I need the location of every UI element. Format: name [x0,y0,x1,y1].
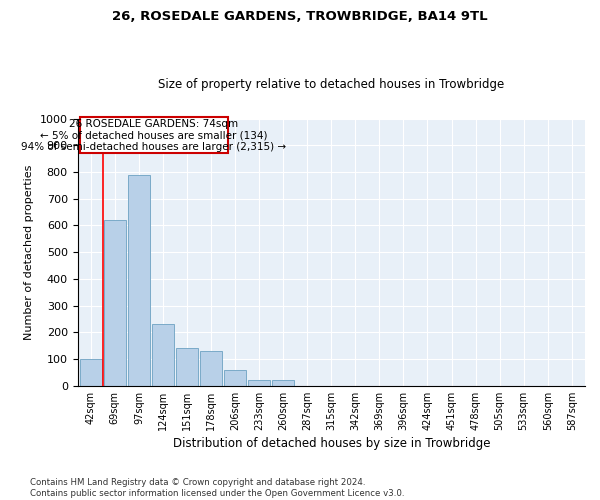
Bar [248,380,270,386]
Text: Contains HM Land Registry data © Crown copyright and database right 2024.
Contai: Contains HM Land Registry data © Crown c… [30,478,404,498]
Bar [224,370,246,386]
Text: 26, ROSEDALE GARDENS, TROWBRIDGE, BA14 9TL: 26, ROSEDALE GARDENS, TROWBRIDGE, BA14 9… [112,10,488,23]
Bar [200,351,222,386]
Y-axis label: Number of detached properties: Number of detached properties [25,164,34,340]
Title: Size of property relative to detached houses in Trowbridge: Size of property relative to detached ho… [158,78,505,91]
Bar [128,174,150,386]
Bar [152,324,174,386]
Bar [104,220,125,386]
X-axis label: Distribution of detached houses by size in Trowbridge: Distribution of detached houses by size … [173,437,490,450]
Bar [176,348,198,386]
Bar [80,359,101,386]
FancyBboxPatch shape [80,117,228,154]
Text: 26 ROSEDALE GARDENS: 74sqm
← 5% of detached houses are smaller (134)
94% of semi: 26 ROSEDALE GARDENS: 74sqm ← 5% of detac… [22,118,287,152]
Bar [272,380,294,386]
